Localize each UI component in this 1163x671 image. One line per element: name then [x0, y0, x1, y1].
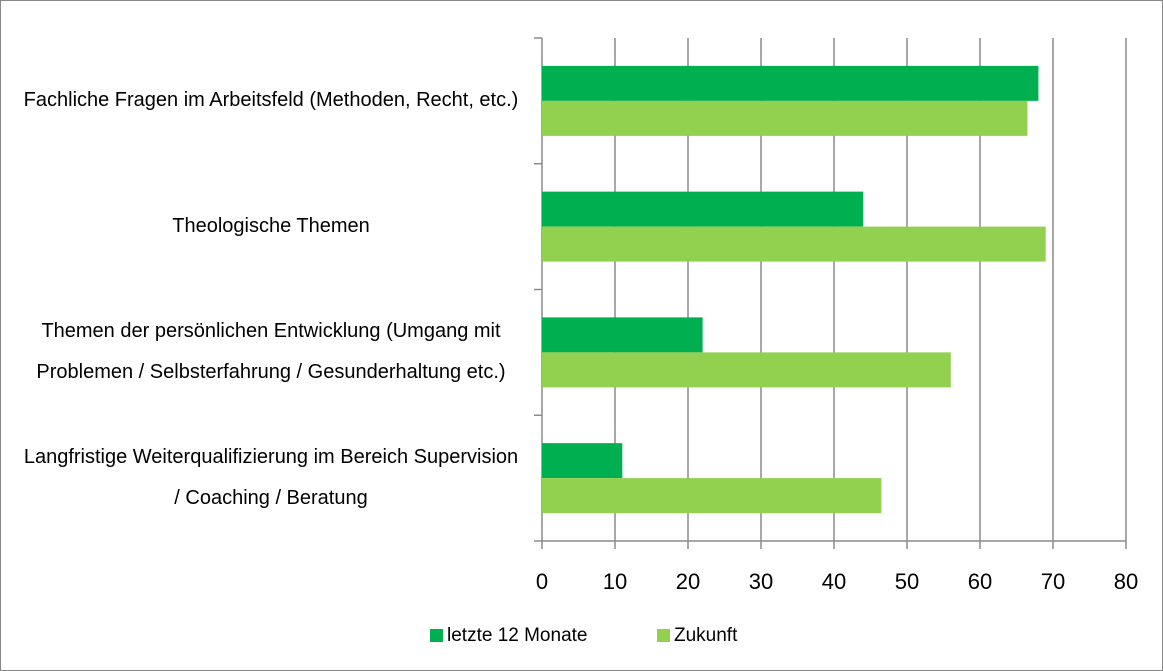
x-tick-label: 10 — [603, 569, 627, 594]
legend-swatch — [657, 629, 670, 642]
x-tick-label: 30 — [749, 569, 773, 594]
bar — [542, 226, 1046, 262]
legend-label: Zukunft — [674, 625, 738, 646]
x-tick-label: 20 — [676, 569, 700, 594]
y-tick-label: Themen der persönlichen Entwicklung (Umg… — [36, 320, 506, 384]
x-tick-label: 50 — [895, 569, 919, 594]
bar — [542, 317, 703, 353]
bar — [542, 443, 623, 479]
x-tick-label: 40 — [822, 569, 846, 594]
legend-swatch — [430, 629, 443, 642]
x-tick-label: 80 — [1114, 569, 1138, 594]
bar — [542, 478, 882, 514]
bar — [542, 352, 951, 388]
x-tick-label: 0 — [536, 569, 548, 594]
legend-label: letzte 12 Monate — [447, 625, 587, 646]
bar — [542, 65, 1039, 101]
y-tick-label: Theologische Themen — [172, 215, 370, 238]
bar — [542, 100, 1028, 136]
x-tick-label: 70 — [1041, 569, 1065, 594]
bar — [542, 191, 864, 227]
y-tick-label: Fachliche Fragen im Arbeitsfeld (Methode… — [23, 89, 519, 112]
y-tick-label: Langfristige Weiterqualifizierung im Ber… — [23, 446, 519, 510]
x-tick-label: 60 — [968, 569, 992, 594]
